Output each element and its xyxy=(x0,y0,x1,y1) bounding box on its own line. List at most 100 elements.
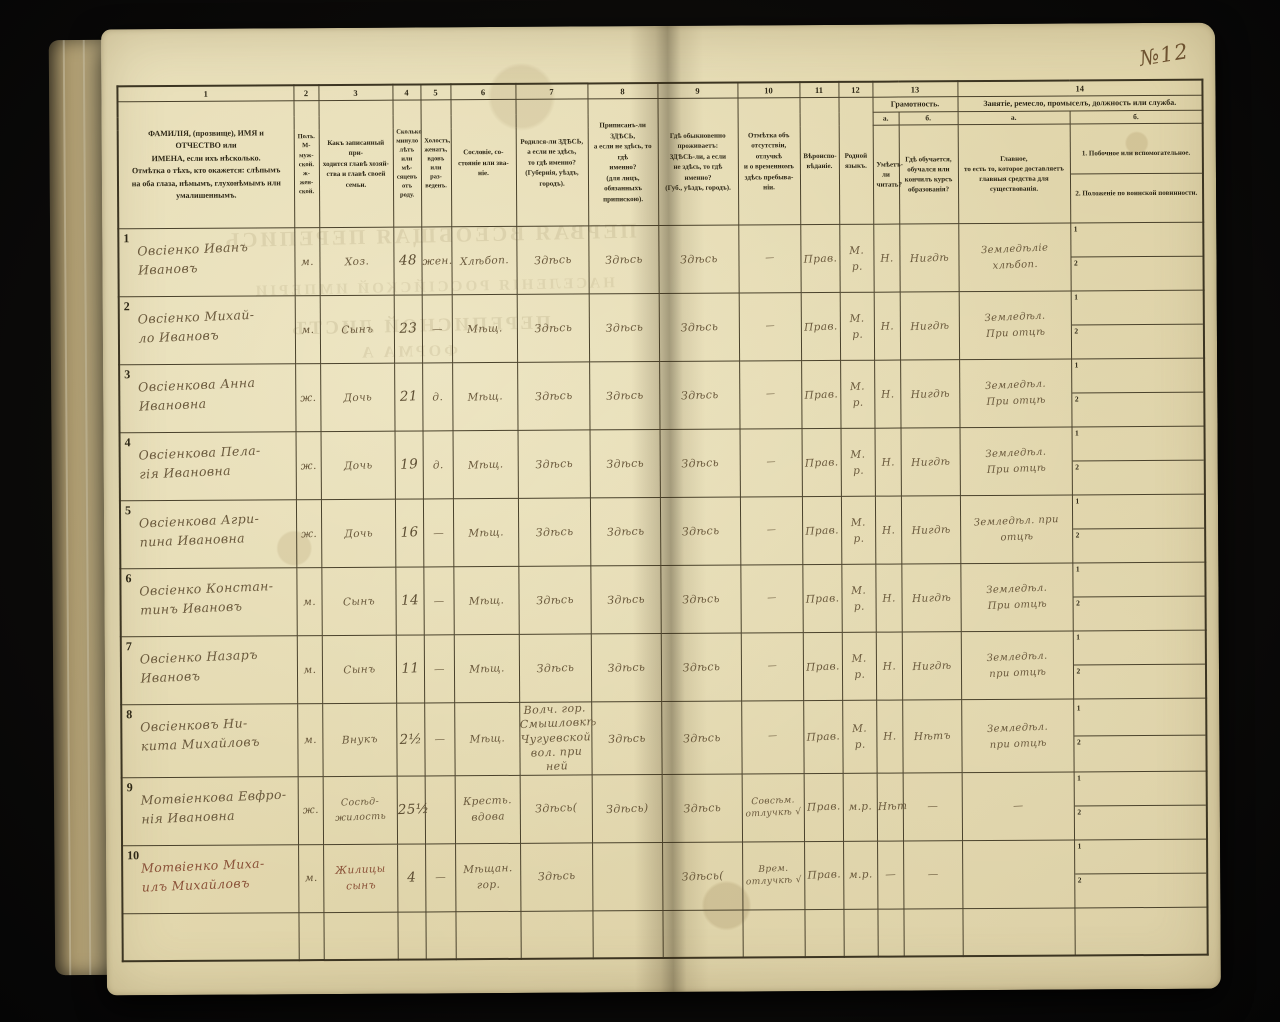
cell-relation: Хоз. xyxy=(319,227,394,296)
header-col-main-occupation: Главное, то есть то, которое доставляетъ… xyxy=(957,123,1071,224)
cell-absence: — xyxy=(740,564,803,634)
cell-occupation: — xyxy=(961,771,1075,841)
cell-registration xyxy=(592,842,663,911)
cell-sex: ж. xyxy=(295,431,321,501)
cell-reads: Н. xyxy=(873,224,900,293)
cell-school: Нигдѣ xyxy=(899,223,959,293)
side-occupation-sub2: 2 xyxy=(1074,394,1079,404)
cell-absence: Врем. отлучкѣ √ xyxy=(742,841,805,910)
cell-age: 4 xyxy=(397,843,426,912)
cell-marital: — xyxy=(423,635,455,704)
cell-relation: Дочь xyxy=(320,363,395,432)
handwritten-name: Овсіенкова Агри- пина Ивановна xyxy=(138,510,260,551)
cell-sex: м. xyxy=(297,703,323,777)
cell-estate: Мѣщ. xyxy=(453,566,519,636)
cell-marital: д. xyxy=(422,431,453,500)
cell-marital xyxy=(424,775,456,844)
header-num-10: 10 xyxy=(737,82,800,99)
header-num-6: 6 xyxy=(450,83,516,100)
side-occupation-sub1: 1 xyxy=(1071,358,1204,394)
cell-marital: — xyxy=(422,499,454,568)
cell-absence: — xyxy=(741,700,804,774)
table-row: 5 Овсіенкова Агри- пина Ивановна ж. Дочь… xyxy=(119,494,1206,570)
cell-side-occupation: 1 2 xyxy=(1073,698,1207,772)
empty-cell xyxy=(455,911,521,960)
header-num-12: 12 xyxy=(838,81,873,98)
empty-cell xyxy=(903,908,963,957)
header-13b-letter: б. xyxy=(898,111,958,126)
cell-estate: Мѣщ. xyxy=(452,498,519,568)
cell-estate: Мѣщан. гор. xyxy=(455,843,521,912)
cell-side-occupation: 1 2 xyxy=(1071,494,1206,564)
cell-marital: жен. xyxy=(421,227,452,296)
cell-birthplace: Здѣсь( xyxy=(519,774,593,844)
cell-sex: ж. xyxy=(297,776,324,845)
handwritten-name: Овсіенко Констан- тинъ Ивановъ xyxy=(139,578,274,619)
cell-relation: Дочь xyxy=(320,499,396,568)
cell-registration: Здѣсь xyxy=(589,497,661,567)
cell-registration: Здѣсь xyxy=(589,429,660,499)
cell-reads: Н. xyxy=(875,632,903,701)
cell-occupation: Земледѣл. При отцѣ xyxy=(959,359,1072,428)
cell-language: М. р. xyxy=(839,224,874,293)
cell-absence: — xyxy=(738,224,801,294)
cell-school: — xyxy=(903,840,963,909)
cell-occupation: Земледѣл. При отцѣ xyxy=(958,291,1072,360)
cell-birthplace: Здѣсь xyxy=(518,634,592,703)
handwritten-name: Овсіенковъ Ни- кита Михайловъ xyxy=(139,715,261,755)
cell-occupation: Земледѣл. При отцѣ xyxy=(960,563,1073,632)
side-occupation-sub1: 1 xyxy=(1074,839,1207,875)
cell-side-occupation: 1 2 xyxy=(1071,358,1205,428)
cell-occupation: Земледѣл. при отцѣ xyxy=(960,631,1074,700)
side-occupation-sub1: 1 xyxy=(1073,630,1205,666)
header-num-8: 8 xyxy=(587,83,658,99)
cell-age: 48 xyxy=(393,227,422,296)
cell-relation: Сынъ xyxy=(319,295,395,364)
cell-name: 8 Овсіенковъ Ни- кита Михайловъ xyxy=(121,704,298,778)
header-col-surname: ФАМИЛІЯ, (прозвище), ИМЯ и ОТЧЕСТВО или … xyxy=(117,100,295,230)
cell-name: 4 Овсіенкова Пела- гія Ивановна xyxy=(119,432,296,502)
cell-relation: Внукъ xyxy=(322,703,397,777)
header-num-7: 7 xyxy=(515,83,588,100)
header-group-occupation: Занятіе, ремесло, промыселъ, должность и… xyxy=(957,95,1203,112)
cell-religion: Прав. xyxy=(802,632,843,701)
empty-cell xyxy=(425,911,456,960)
table-row: 7 Овсіенко Назаръ Ивановъ м. Сынъ 11 — М… xyxy=(120,630,1207,706)
header-col-relation: Какъ записанный при- ходится главѣ хозяй… xyxy=(318,100,394,228)
cell-religion: Прав. xyxy=(804,841,844,910)
cell-language: м.р. xyxy=(843,840,878,910)
header-col-birthplace: Родился-ли ЗДѢСЬ, а если не здѣсь, то гд… xyxy=(515,98,589,227)
empty-cell xyxy=(520,910,593,959)
cell-relation: Сынъ xyxy=(321,567,396,636)
cell-age: 16 xyxy=(394,499,424,568)
cell-absence: — xyxy=(739,496,803,566)
cell-language: М. р. xyxy=(841,564,876,633)
empty-cell xyxy=(742,909,805,958)
cell-residence: Здѣсь xyxy=(658,225,739,294)
cell-side-occupation: 1 2 xyxy=(1072,630,1207,700)
table-row: 2 Овсіенко Михай- ло Ивановъ м. Сынъ 23 … xyxy=(118,290,1205,366)
table-row: 6 Овсіенко Констан- тинъ Ивановъ м. Сынъ… xyxy=(120,562,1206,638)
cell-birthplace: Здѣсь xyxy=(518,566,591,635)
side-occupation-sub1: 1 xyxy=(1072,494,1205,530)
cell-absence: Совсѣм. отлучкѣ √ xyxy=(741,773,805,842)
cell-sex: м. xyxy=(296,635,323,705)
empty-cell xyxy=(122,912,299,962)
side-occupation-sub2: 2 xyxy=(1075,462,1080,472)
cell-estate: Кресть. вдова xyxy=(454,775,521,844)
empty-cell xyxy=(323,911,398,960)
cell-residence: Здѣсь xyxy=(659,429,740,498)
cell-occupation: Земледѣл. при отцѣ xyxy=(961,699,1074,773)
cell-age: 23 xyxy=(393,295,423,364)
cell-age: 25½ xyxy=(396,775,429,844)
cell-relation: Жилицы сынъ xyxy=(323,843,398,913)
cell-relation: Дочь xyxy=(320,431,395,500)
cell-marital: — xyxy=(423,567,454,636)
empty-cell xyxy=(804,909,844,957)
cell-religion: Прав. xyxy=(803,700,843,774)
cell-sex: ж. xyxy=(295,499,322,569)
side-occupation-sub1: 1 xyxy=(1071,290,1203,326)
cell-estate: Мѣщ. xyxy=(452,430,518,500)
side-occupation-sub1: 1 xyxy=(1070,222,1203,258)
cell-registration: Здѣсь xyxy=(588,225,659,295)
